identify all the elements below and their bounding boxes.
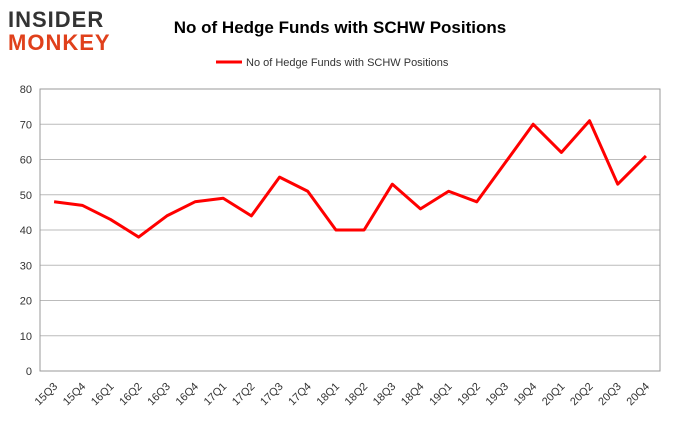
plot-border <box>39 88 661 372</box>
y-tick-label: 30 <box>20 260 32 272</box>
y-tick-label: 80 <box>20 84 32 96</box>
y-tick-label: 20 <box>20 296 32 308</box>
logo-line2: MONKEY <box>8 30 111 55</box>
chart-title: No of Hedge Funds with SCHW Positions <box>174 18 506 37</box>
y-tick-label: 70 <box>20 119 32 131</box>
data-line <box>53 119 647 239</box>
y-tick-label: 10 <box>20 331 32 343</box>
y-tick-label: 0 <box>26 366 32 378</box>
y-tick-label: 60 <box>20 155 32 167</box>
y-tick-label: 50 <box>20 190 32 202</box>
logo-line1: INSIDER <box>8 7 104 32</box>
y-tick-label: 40 <box>20 225 32 237</box>
legend-label: No of Hedge Funds with SCHW Positions <box>246 57 449 69</box>
